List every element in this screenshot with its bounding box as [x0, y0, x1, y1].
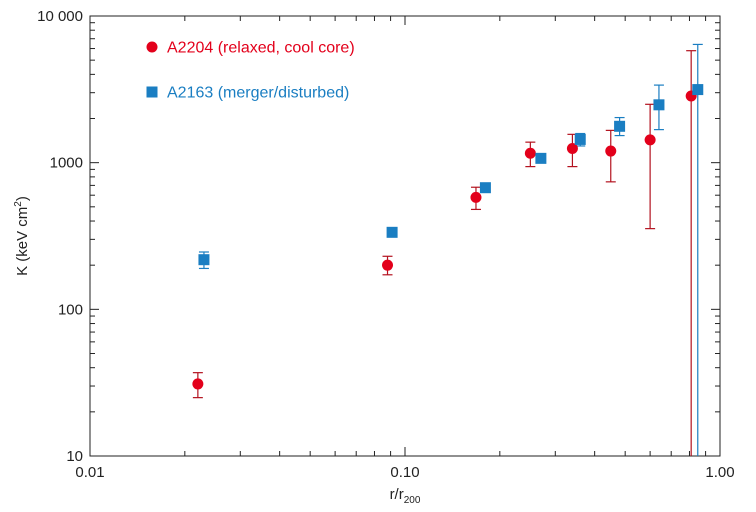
- data-point-square: [386, 226, 398, 238]
- data-point-circle: [605, 145, 617, 157]
- axis-ticks: 0.01 0.10 1.00 10 100 1000 10 000: [37, 8, 734, 481]
- data-point-square: [574, 133, 586, 145]
- y-tick-label: 1000: [50, 155, 83, 172]
- data-point-square: [653, 99, 665, 111]
- x-axis-label: r/r200: [390, 486, 421, 506]
- legend-entry-label: A2204 (relaxed, cool core): [167, 40, 355, 57]
- y-tick-label: 10 000: [37, 8, 83, 25]
- legend-marker-circle: [146, 41, 158, 53]
- data-point-square: [479, 182, 491, 194]
- data-point-circle: [524, 147, 536, 159]
- y-tick-label: 100: [58, 301, 83, 318]
- x-tick-label: 0.01: [75, 464, 104, 481]
- legend-marker-square: [146, 86, 158, 98]
- legend-entry-label: A2163 (merger/disturbed): [167, 85, 349, 102]
- data-point-square: [198, 254, 210, 266]
- data-point-circle: [470, 191, 482, 203]
- data-point-circle: [382, 259, 394, 271]
- y-axis-label: K (keV cm2): [13, 196, 31, 276]
- y-axis-label-superscript: 2: [13, 201, 24, 207]
- x-tick-label: 0.10: [390, 464, 419, 481]
- x-tick-label: 1.00: [705, 464, 734, 481]
- data-point-circle: [192, 378, 204, 390]
- data-point-square: [692, 84, 704, 96]
- y-tick-label: 10: [66, 448, 83, 465]
- x-axis-label-subscript: 200: [404, 495, 421, 506]
- legend: A2204 (relaxed, cool core) A2163 (merger/…: [146, 40, 355, 102]
- data-point-circle: [644, 134, 656, 146]
- data-markers: [192, 84, 704, 390]
- error-bars: [192, 43, 703, 456]
- data-point-square: [535, 152, 547, 164]
- data-point-circle: [566, 142, 578, 154]
- data-point-square: [614, 120, 626, 132]
- plot-frame: [89, 15, 721, 457]
